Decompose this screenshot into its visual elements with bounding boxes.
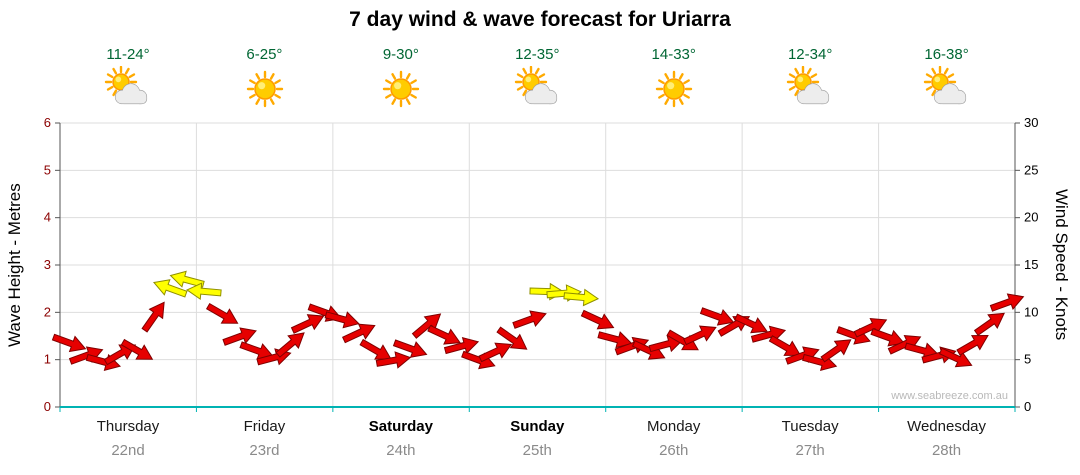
left-tick-label: 6 bbox=[44, 115, 51, 130]
day-name: Friday bbox=[243, 418, 286, 435]
right-tick-label: 30 bbox=[1024, 115, 1038, 130]
day-date: 27th bbox=[795, 442, 825, 459]
sun-icon bbox=[655, 70, 693, 108]
wind-arrow bbox=[478, 342, 513, 363]
right-tick-label: 5 bbox=[1024, 352, 1031, 367]
day-date: 24th bbox=[386, 442, 416, 459]
left-tick-label: 3 bbox=[44, 257, 51, 272]
wind-arrow bbox=[186, 282, 222, 301]
day-date: 25th bbox=[522, 442, 552, 459]
left-tick-label: 1 bbox=[44, 352, 51, 367]
wind-arrow bbox=[973, 312, 1005, 337]
right-axis-title: Wind Speed - Knots bbox=[1052, 189, 1071, 341]
left-tick-label: 4 bbox=[44, 210, 51, 225]
wind-arrow bbox=[496, 326, 528, 350]
sun-cloud-icon bbox=[923, 66, 966, 105]
wind-arrow bbox=[956, 335, 989, 356]
wind-arrow bbox=[275, 332, 305, 358]
wind-arrow bbox=[989, 293, 1025, 312]
sun-cloud-icon bbox=[787, 66, 830, 105]
wind-arrow bbox=[141, 301, 165, 333]
right-tick-label: 25 bbox=[1024, 162, 1038, 177]
wind-arrow bbox=[375, 351, 412, 369]
left-tick-label: 2 bbox=[44, 304, 51, 319]
day-date: 26th bbox=[659, 442, 689, 459]
wind-arrow bbox=[887, 335, 922, 355]
wind-arrow bbox=[768, 335, 802, 356]
wind-arrow bbox=[443, 336, 480, 355]
temp-label: 14-33° bbox=[651, 46, 696, 63]
wind-arrow bbox=[683, 325, 717, 346]
temp-label: 11-24° bbox=[106, 46, 150, 63]
day-name: Thursday bbox=[96, 418, 160, 435]
wind-arrow bbox=[51, 333, 87, 353]
day-name: Wednesday bbox=[907, 418, 987, 435]
wind-arrow bbox=[411, 313, 442, 339]
wind-arrow bbox=[820, 339, 852, 363]
right-tick-label: 20 bbox=[1024, 210, 1038, 225]
temp-label: 16-38° bbox=[924, 46, 969, 63]
day-name: Saturday bbox=[368, 418, 433, 435]
wind-arrow bbox=[222, 327, 257, 346]
day-date: 22nd bbox=[111, 442, 145, 459]
wind-arrow bbox=[427, 324, 461, 345]
wind-arrow bbox=[734, 313, 768, 334]
wind-arrow bbox=[324, 311, 360, 329]
wind-arrow bbox=[120, 338, 154, 360]
temp-label: 6-25° bbox=[246, 46, 283, 63]
wind-arrow bbox=[392, 339, 428, 358]
wind-arrow bbox=[512, 310, 547, 329]
wind-arrow bbox=[853, 317, 888, 338]
left-axis-title: Wave Height - Metres bbox=[5, 183, 24, 347]
temp-label: 12-35° bbox=[515, 46, 560, 63]
left-tick-label: 5 bbox=[44, 162, 51, 177]
watermark: www.seabreeze.com.au bbox=[891, 390, 1008, 402]
day-name: Tuesday bbox=[781, 418, 839, 435]
day-name: Sunday bbox=[510, 418, 565, 435]
day-date: 28th bbox=[931, 442, 962, 459]
wind-arrow bbox=[103, 344, 137, 366]
day-date: 23rd bbox=[249, 442, 280, 459]
temp-label: 9-30° bbox=[382, 46, 419, 63]
left-tick-label: 0 bbox=[44, 399, 51, 414]
wind-arrow bbox=[342, 323, 376, 344]
temp-label: 12-34° bbox=[787, 46, 833, 63]
sun-icon bbox=[382, 70, 420, 108]
wind-arrow bbox=[169, 270, 205, 288]
day-name: Monday bbox=[647, 418, 701, 435]
right-tick-label: 0 bbox=[1024, 399, 1031, 414]
wind-arrow bbox=[563, 288, 600, 307]
wind-arrow bbox=[580, 309, 615, 330]
sun-icon bbox=[246, 70, 283, 108]
right-tick-label: 10 bbox=[1024, 304, 1038, 319]
wind-arrow bbox=[68, 346, 104, 365]
chart-title: 7 day wind & wave forecast for Uriarra bbox=[349, 8, 731, 31]
right-tick-label: 15 bbox=[1024, 257, 1038, 272]
wind-arrow bbox=[152, 279, 188, 298]
wind-arrow bbox=[290, 314, 325, 334]
wind-arrow bbox=[699, 307, 735, 326]
wind-arrow bbox=[205, 302, 239, 324]
wind-arrow bbox=[785, 346, 820, 365]
wind-arrow bbox=[938, 347, 973, 368]
sun-cloud-icon bbox=[105, 66, 148, 105]
sun-cloud-icon bbox=[514, 66, 557, 105]
